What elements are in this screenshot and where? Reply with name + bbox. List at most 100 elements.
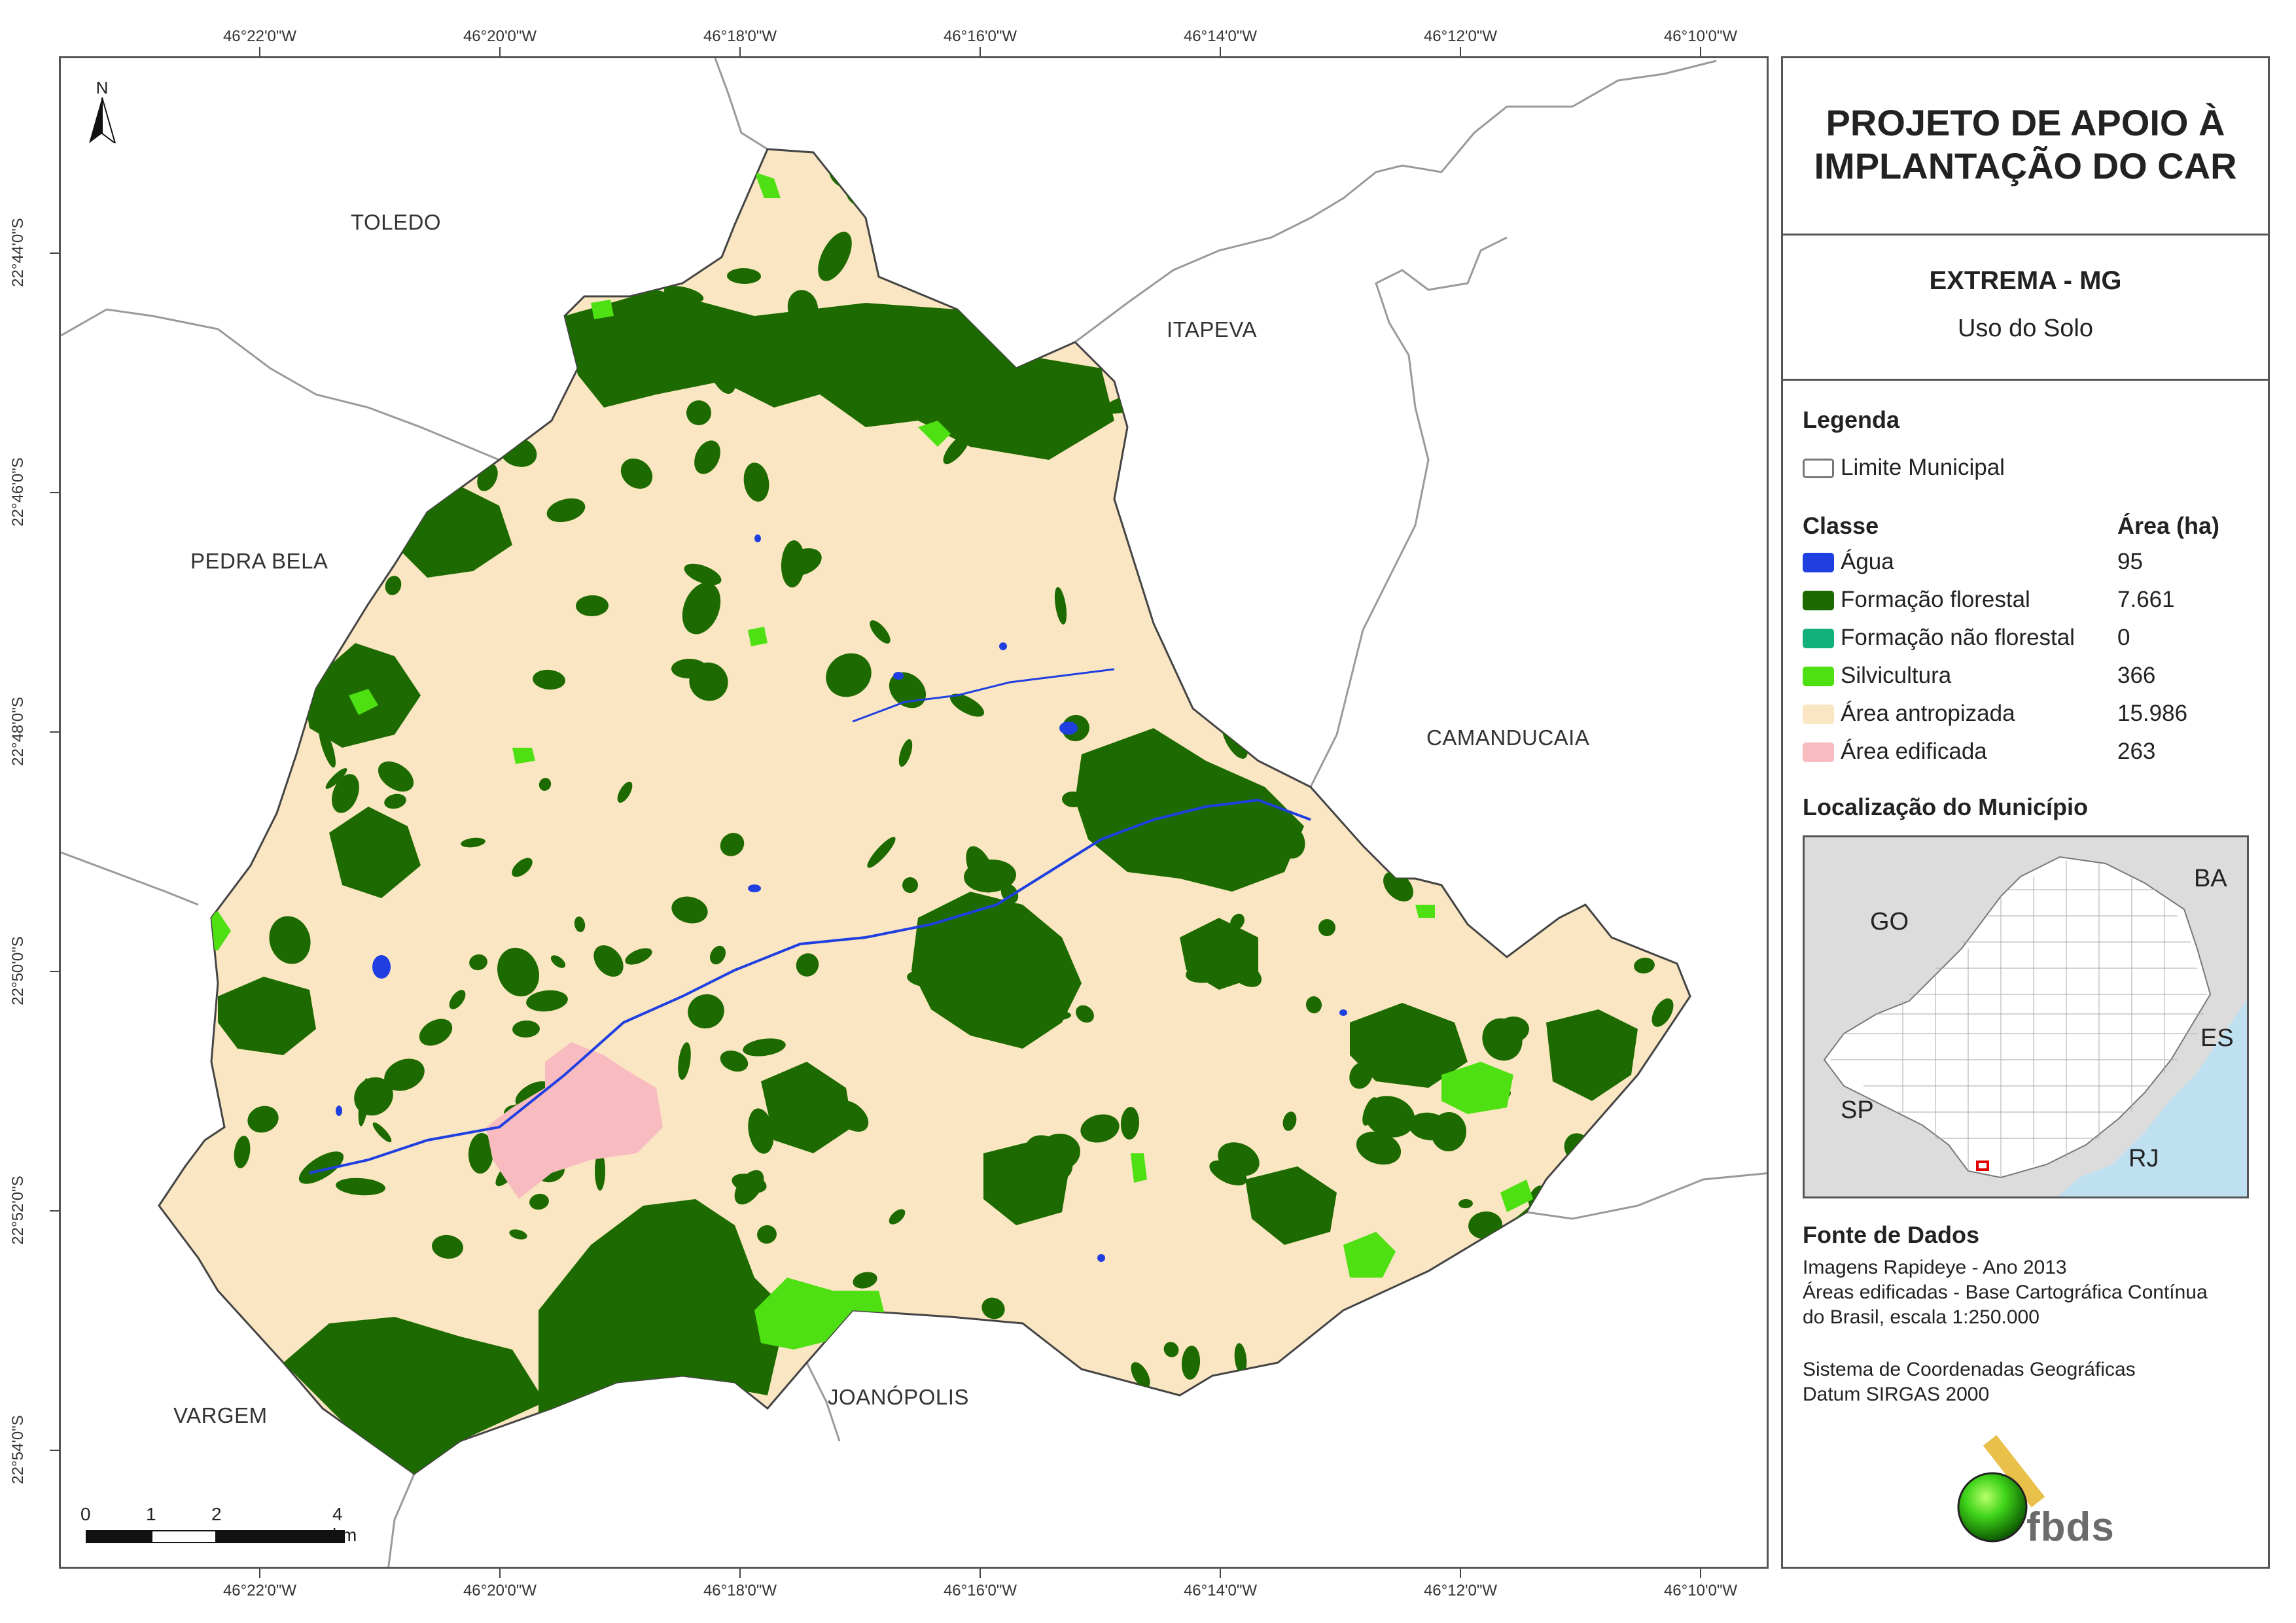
forest-patch [286, 324, 320, 360]
map-theme: Uso do Solo [1957, 315, 2093, 342]
forest-patch [325, 768, 347, 789]
lon-label-bottom: 46°10'0"W [1663, 1582, 1738, 1599]
forest-patch [1135, 393, 1180, 428]
forest-patch [595, 1151, 605, 1191]
divider [1783, 379, 2268, 381]
state-label-ba: BA [2194, 865, 2227, 892]
land-use-map [61, 58, 1767, 1567]
forest-patch [643, 1336, 663, 1354]
forest-patch [354, 156, 364, 201]
forest-patch [625, 948, 652, 965]
municipality-mesh [1831, 860, 2207, 1178]
forest-patch [1611, 1336, 1648, 1383]
forest-patch [163, 766, 190, 794]
forest-patch [907, 969, 946, 988]
forest-patch [1247, 500, 1299, 532]
forest-patch [1511, 888, 1525, 902]
forest-patch [730, 340, 752, 362]
extrema-location-marker [1976, 1161, 1989, 1171]
forest-patch [1150, 162, 1164, 175]
lon-label-top: 46°14'0"W [1183, 27, 1258, 45]
forest-patch [1186, 962, 1226, 983]
forest-patch [1604, 276, 1637, 314]
forest-patch [247, 1106, 279, 1133]
forest-patch [414, 342, 432, 360]
forest-patch [1145, 281, 1199, 318]
forest-patch [1443, 835, 1476, 850]
forest-patch [853, 1272, 877, 1289]
forest-patch [1318, 919, 1335, 936]
forest-patch [292, 205, 323, 236]
area-heading: Área (ha) [2117, 512, 2220, 539]
forest-patch [213, 179, 245, 230]
forest-patch [1488, 709, 1501, 722]
tick [259, 47, 260, 56]
forest-patch [1163, 1342, 1179, 1357]
forest-patch [867, 837, 896, 868]
forest-patch [319, 725, 336, 768]
forest-patch [1153, 244, 1174, 266]
forest-patch [1038, 1133, 1080, 1171]
forest-patch [1648, 725, 1677, 775]
class-label: Água [1841, 549, 1894, 574]
scale-label: 1 [146, 1504, 156, 1524]
forest-patch [1417, 377, 1437, 411]
forest-patch [1528, 831, 1550, 878]
north-arrow: N [86, 78, 118, 150]
forest-patch [626, 237, 646, 252]
lat-label: 22°44'0"S [9, 218, 27, 287]
forest-patch [1638, 150, 1653, 181]
forest-patch [720, 833, 745, 856]
forest-patch [1482, 1018, 1523, 1061]
place-label-toledo: TOLEDO [351, 210, 442, 234]
tick [1460, 1569, 1461, 1578]
forest-patch [269, 916, 311, 964]
forest-patch [429, 387, 452, 427]
tick [1220, 1569, 1221, 1578]
tick [50, 731, 59, 733]
municipal-boundaries [61, 58, 1767, 1567]
forest-patch [384, 794, 406, 809]
forest-patch [1324, 1340, 1357, 1361]
forest-patch [550, 955, 566, 968]
forest-patch [1059, 282, 1086, 309]
forest-patch [688, 994, 724, 1029]
place-label-itapeva: ITAPEVA [1167, 317, 1257, 341]
tick [1700, 1569, 1701, 1578]
forest-patch [932, 1427, 945, 1450]
forest-patch [529, 1193, 549, 1210]
forest-patch [336, 1178, 385, 1196]
north-arrow-icon [89, 97, 116, 143]
forest-patch [943, 433, 970, 464]
forest-patch [234, 1136, 251, 1168]
place-label-pedra-bela: PEDRA BELA [190, 549, 328, 573]
forest-patch [902, 1321, 943, 1346]
forest-patch [1199, 591, 1241, 634]
forest-patch [902, 877, 918, 893]
forest-patch [995, 179, 1018, 201]
forest-patch [720, 1050, 749, 1072]
forest-patch [1323, 1396, 1353, 1430]
forest-patch [1581, 530, 1620, 574]
ocean [2057, 1000, 2247, 1196]
forest-patch [937, 192, 955, 218]
forest-patch [1062, 181, 1091, 209]
scale-bar-segment [152, 1531, 215, 1542]
forest-patch [870, 620, 891, 644]
forest-patch [270, 434, 289, 459]
forest-patch [389, 317, 436, 348]
forest-patch [432, 1234, 463, 1259]
class-label: Formação não florestal [1841, 625, 2075, 650]
map-frame: N TOLEDO ITAPEVA PEDRA BELA CAMANDUCAIA … [59, 56, 1769, 1569]
class-area: 95 [2117, 549, 2143, 574]
forest-patch [1305, 996, 1322, 1013]
tick [1460, 47, 1461, 56]
forest-patch [1458, 1198, 1473, 1209]
scale-bar-body [86, 1530, 345, 1543]
forest-patch [1634, 957, 1655, 974]
forest-patch [889, 672, 927, 708]
scale-bar: 0 1 2 4 km [80, 1504, 357, 1550]
forest-patch [1667, 171, 1683, 184]
lat-label: 22°52'0"S [9, 1176, 27, 1245]
divider [1783, 234, 2268, 236]
